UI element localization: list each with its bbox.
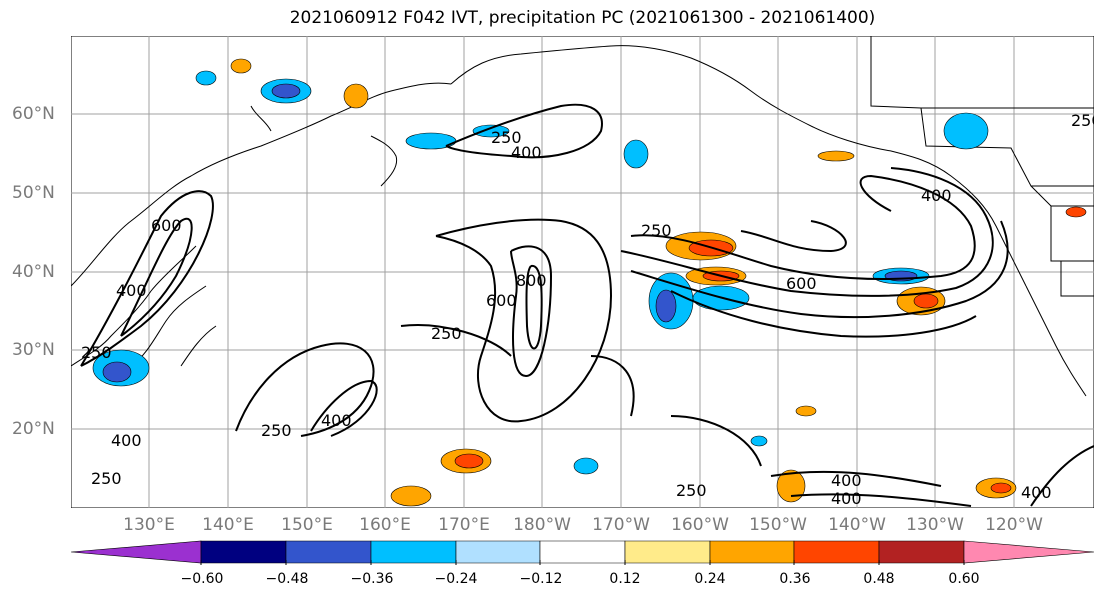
ivt-contours (80, 103, 1094, 507)
contour-label: 250 (1071, 111, 1094, 130)
colorbar-segment (200, 540, 287, 564)
lat-label-30n: 30°N (12, 340, 55, 360)
colorbar-segment (539, 540, 626, 564)
contour-label: 800 (516, 271, 547, 290)
lon-label: 130°W (906, 515, 964, 535)
contour-label: 250 (81, 343, 112, 362)
contour-label: 600 (486, 291, 517, 310)
colorbar-segment (370, 540, 457, 564)
lon-label: 130°E (123, 515, 175, 535)
lon-label: 180°W (513, 515, 571, 535)
contour-label: 400 (831, 489, 862, 508)
lon-label: 160°W (671, 515, 729, 535)
contour-label: 250 (91, 469, 122, 488)
colorbar-tick-label: −0.48 (265, 571, 309, 587)
colorbar-segment (878, 540, 965, 564)
lon-label: 170°E (438, 515, 490, 535)
colorbar-tick-label: −0.60 (180, 571, 224, 587)
coastlines (71, 36, 1094, 397)
colorbar-segment (285, 540, 372, 564)
colorbar-tick-label: 0.24 (694, 571, 726, 587)
colorbar-tick-label: −0.12 (519, 571, 563, 587)
contour-label: 600 (151, 216, 182, 235)
colorbar-segment (71, 540, 202, 564)
colorbar-segment (624, 540, 711, 564)
contour-label: 250 (261, 421, 292, 440)
colorbar-tick-label: −0.24 (434, 571, 478, 587)
contour-label: 400 (511, 143, 542, 162)
lon-label: 150°W (749, 515, 807, 535)
contour-label: 400 (921, 186, 952, 205)
contour-label: 400 (116, 281, 147, 300)
colorbar-tick-label: 0.60 (948, 571, 980, 587)
map-panel: 250 400 250 400 600 800 600 250 400 250 … (71, 36, 1094, 508)
contour-label: 250 (676, 481, 707, 500)
map-title: 2021060912 F042 IVT, precipitation PC (2… (289, 8, 876, 28)
lon-label: 170°W (592, 515, 650, 535)
lon-label: 120°W (985, 515, 1043, 535)
lon-label: 160°E (359, 515, 411, 535)
contour-label: 600 (786, 274, 817, 293)
lon-label: 150°E (281, 515, 333, 535)
colorbar-segment (793, 540, 880, 564)
contour-label: 250 (491, 128, 522, 147)
lon-label: 140°E (202, 515, 254, 535)
contour-label: 400 (111, 431, 142, 450)
colorbar-tick-label: 0.12 (609, 571, 641, 587)
contour-label: 250 (431, 324, 462, 343)
colorbar-segment (455, 540, 541, 564)
lat-label-60n: 60°N (12, 104, 55, 124)
contour-label: 250 (641, 221, 672, 240)
colorbar-tick-label: 0.48 (863, 571, 895, 587)
lat-label-20n: 20°N (12, 419, 55, 439)
colorbar-segment (709, 540, 795, 564)
lat-label-40n: 40°N (12, 262, 55, 282)
colorbar-segment (963, 540, 1095, 564)
gridlines (71, 36, 1094, 508)
contour-label: 400 (1021, 483, 1052, 502)
lon-label: 140°W (828, 515, 886, 535)
lat-label-50n: 50°N (12, 183, 55, 203)
colorbar-tick-label: −0.36 (350, 571, 394, 587)
colorbar (71, 540, 1095, 565)
colorbar-tick-label: 0.36 (779, 571, 811, 587)
contour-label: 400 (831, 471, 862, 490)
contour-label: 400 (321, 411, 352, 430)
